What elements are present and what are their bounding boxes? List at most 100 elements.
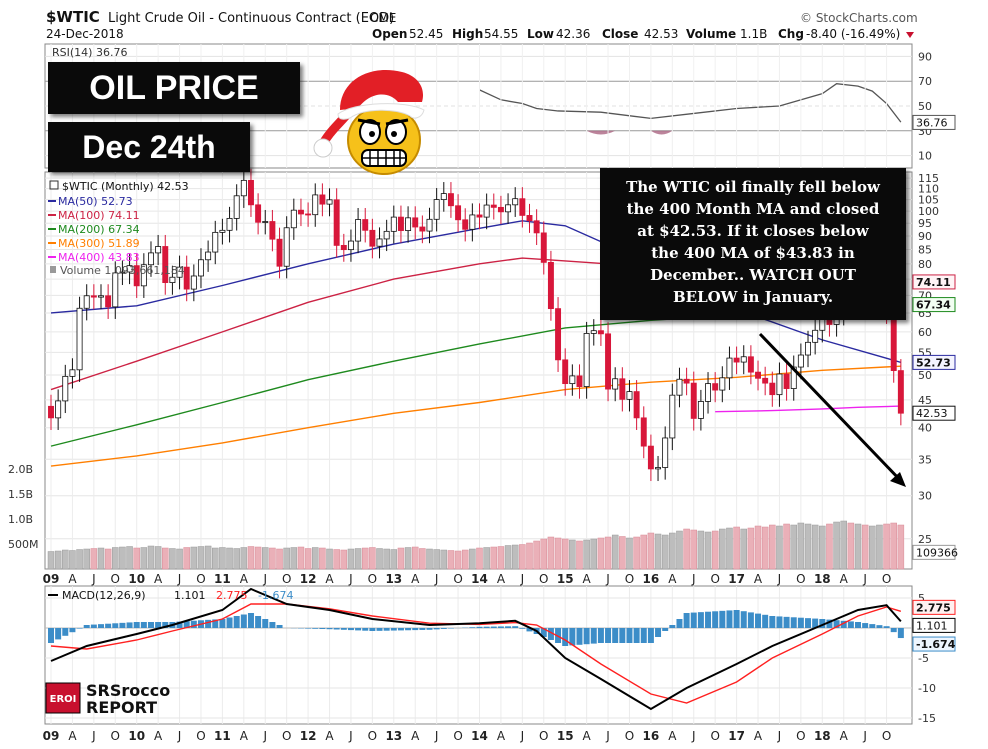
macd-hist-bar-107 — [812, 618, 819, 628]
macd-hist-bar-23 — [212, 619, 219, 628]
price-xtick-23: O — [539, 572, 548, 586]
volume-bar-71 — [554, 537, 562, 570]
price-tick-25: 25 — [918, 533, 932, 546]
macd-xtick-8: 11 — [214, 729, 231, 743]
candle-legend-icon — [49, 180, 59, 190]
price-tick-30: 30 — [918, 490, 932, 503]
price-xtick-31: O — [710, 572, 719, 586]
price-xtick-9: A — [240, 572, 249, 586]
volume-bar-73 — [569, 539, 576, 570]
macd-xtick-7: O — [196, 729, 205, 743]
macd-hist-tag-box — [912, 636, 956, 652]
volume-bar-38 — [319, 547, 326, 570]
macd-legend-signal: 2.775 — [216, 589, 248, 602]
price-tick-45: 45 — [918, 394, 932, 407]
candle-body-34 — [290, 209, 297, 229]
macd-hist-bar-26 — [233, 616, 240, 628]
candle-body-62 — [490, 204, 497, 208]
macd-hist-bar-65 — [512, 626, 519, 628]
price-xtick-28: 16 — [643, 572, 660, 586]
symbol-label: $WTIC — [46, 8, 100, 26]
date-label: 24-Dec-2018 — [46, 27, 124, 41]
price-xtick-7: O — [196, 572, 205, 586]
macd-hist-bar-25 — [226, 617, 233, 628]
candle-body-94 — [719, 377, 726, 391]
macd-xtick-21: A — [497, 729, 506, 743]
macd-hist-bar-62 — [490, 626, 497, 628]
price-xtick-38: J — [862, 572, 867, 586]
volume-bar-22 — [204, 545, 212, 570]
volume-bar-104 — [790, 524, 797, 570]
ma50-tag-box — [912, 354, 956, 370]
volume-bar-8 — [104, 548, 112, 570]
macd-xtick-0: 09 — [43, 729, 60, 743]
volume-bar-19 — [183, 547, 190, 570]
volume-bar-101 — [769, 524, 776, 570]
volume-bar-4 — [76, 549, 83, 570]
instrument-name: Light Crude Oil - Continuous Contract (E… — [108, 11, 394, 26]
price-xtick-11: O — [282, 572, 291, 586]
annotation-line-1: The WTIC oil finally fell below — [626, 178, 880, 196]
rsi-oversold-area-0 — [586, 130, 616, 135]
volume-bar-119 — [897, 524, 905, 570]
price-xtick-30: J — [691, 572, 696, 586]
macd-xtick-39: O — [882, 729, 891, 743]
macd-hist-bar-69 — [540, 628, 547, 637]
candle-body-61 — [483, 204, 490, 218]
volume-bar-47 — [383, 548, 390, 570]
macd-hist-bar-95 — [726, 610, 733, 628]
volume-bar-97 — [740, 528, 747, 570]
macd-hist-bar-42 — [347, 628, 354, 631]
rsi-tag-text: 36.76 — [916, 116, 948, 129]
macd-hist-bar-83 — [640, 628, 647, 643]
price-xtick-15: O — [368, 572, 377, 586]
volume-bar-17 — [169, 548, 176, 570]
volume-bar-24 — [219, 547, 226, 570]
logo-line-1: SRSrocco — [86, 681, 170, 700]
macd-hist-bar-10 — [119, 622, 126, 628]
price-xtick-29: A — [668, 572, 677, 586]
macd-hist-bar-101 — [769, 616, 776, 628]
volume-bar-99 — [754, 525, 762, 570]
rsi-tick-70: 70 — [918, 75, 932, 88]
volume-bar-107 — [811, 524, 819, 570]
candle-body-79 — [612, 378, 619, 390]
macd-hist-bar-79 — [612, 628, 619, 643]
macd-hist-bar-63 — [497, 626, 504, 628]
candle-body-18 — [176, 266, 183, 278]
candle-body-50 — [405, 217, 412, 231]
candle-body-33 — [283, 227, 290, 267]
macd-xtick-3: O — [111, 729, 120, 743]
volume-bar-27 — [240, 547, 248, 570]
candle-body-22 — [205, 251, 212, 261]
candle-body-103 — [783, 373, 790, 389]
candle-body-35 — [297, 209, 304, 215]
macd-hist-bar-53 — [426, 628, 433, 630]
macd-hist-bar-39 — [326, 628, 333, 630]
macd-hist-bar-73 — [569, 628, 576, 646]
macd-xtick-38: J — [862, 729, 867, 743]
macd-xtick-27: O — [625, 729, 634, 743]
price-tick-95: 95 — [918, 217, 932, 230]
price-xtick-5: A — [154, 572, 163, 586]
volume-bar-40 — [333, 549, 340, 570]
ma50-legend: MA(50) 52.73 — [58, 195, 133, 208]
volume-bar-46 — [376, 548, 383, 570]
candle-body-78 — [605, 333, 612, 390]
volume-bar-29 — [254, 546, 262, 570]
volume-bar-30 — [262, 547, 269, 570]
volume-bar-82 — [633, 536, 640, 570]
candle-body-81 — [626, 391, 633, 400]
macd-hist-bar-98 — [747, 612, 754, 628]
macd-hist-bar-84 — [647, 628, 654, 643]
volume-bar-10 — [119, 546, 126, 570]
candle-body-71 — [555, 308, 562, 361]
volume-bar-72 — [561, 538, 569, 570]
macd-hist-bar-4 — [76, 628, 83, 629]
candle-body-8 — [105, 295, 112, 308]
volume-bar-12 — [133, 547, 140, 570]
candle-body-107 — [812, 329, 819, 343]
volume-bar-94 — [719, 528, 726, 570]
volume-bar-76 — [590, 538, 598, 570]
